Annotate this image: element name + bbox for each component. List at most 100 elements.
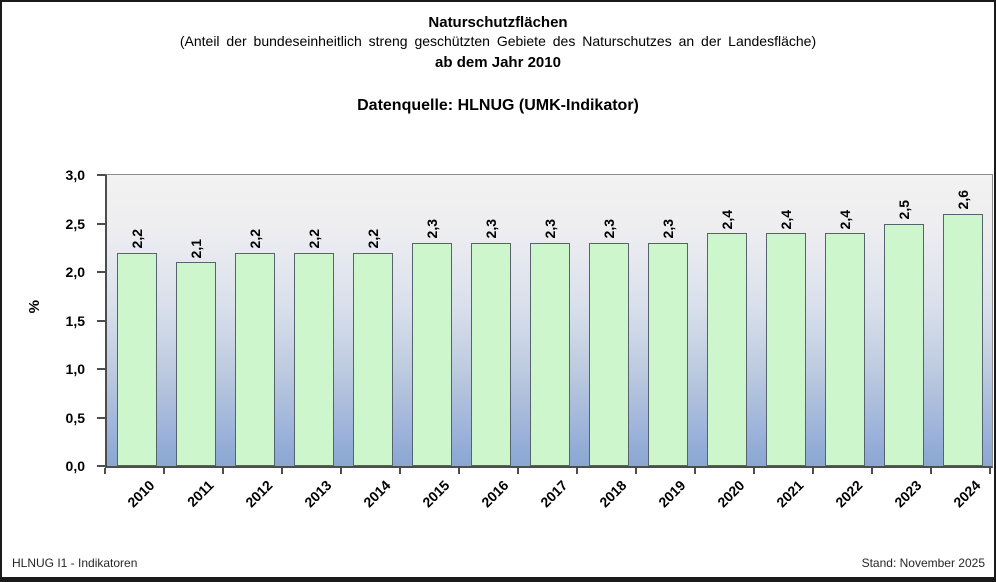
chart-subtitle: (Anteil der bundeseinheitlich streng ges… [179,33,817,49]
bar-value-label-2015: 2,3 [424,219,440,238]
x-category-label-2017: 2017 [537,477,571,511]
bar-2015 [411,242,452,466]
x-axis: 2010 2011 2012 2013 2014 2015 2016 2017 2018 2019… [104,468,993,538]
y-tick-label: 3,0 [65,167,85,183]
x-tick-mark [635,468,637,474]
plot-area: 2,2 2,1 2,2 2,2 2,2 2,3 2,3 2,3 2,3 2,3 2,4 2,4 2,4 2… [105,174,993,468]
x-category-label-2021: 2021 [773,477,807,511]
bar-slot-2011: 2,1 [166,175,225,466]
bar-slot-2019: 2,3 [638,175,697,466]
x-category-label-2014: 2014 [360,477,394,511]
x-category-label-2022: 2022 [832,477,866,511]
chart-title: Naturschutzflächen [428,14,568,31]
bar-value-label-2017: 2,3 [542,219,558,238]
bar-slot-2018: 2,3 [579,175,638,466]
bar-value-text: 2,5 [895,200,912,220]
bar-value-text: 2,2 [246,229,263,249]
y-axis: 0,0 0,5 1,0 1,5 2,0 2,5 3,0 [2,167,105,474]
bar-value-text: 2,1 [187,238,204,259]
bar-value-label-2012: 2,2 [247,229,263,248]
bar-slot-2020: 2,4 [697,175,756,466]
x-category-label-2019: 2019 [655,477,689,511]
chart-subtitle2: ab dem Jahr 2010 [435,54,561,71]
bar-value-text: 2,3 [541,219,558,239]
bar-value-label-2013: 2,2 [306,229,322,248]
bar-value-label-2016: 2,3 [483,219,499,238]
x-tick-mark [930,468,932,474]
x-category-label-2023: 2023 [891,477,925,511]
chart-header: Naturschutzflächen (Anteil der bundesein… [2,13,994,115]
x-tick-mark [989,468,991,474]
y-tick-mark [97,222,105,225]
bar-slot-2010: 2,2 [107,175,166,466]
x-tick-mark [517,468,519,474]
x-tick-mark [281,468,283,474]
x-tick-mark [576,468,578,474]
x-tick-mark [753,468,755,474]
bar-value-text: 2,4 [718,209,735,230]
bar-2011 [175,262,216,466]
bar-2020 [706,233,747,466]
y-tick-mark [97,465,105,467]
bar-value-text: 2,2 [364,229,381,249]
y-tick-label: 0,0 [65,458,85,474]
bar-value-label-2022: 2,4 [837,210,853,229]
bar-2024 [942,213,983,466]
x-category-label-2010: 2010 [124,477,158,511]
bar-value-text: 2,3 [423,219,440,239]
bar-value-label-2018: 2,3 [601,219,617,238]
chart-source: Datenquelle: HLNUG (UMK-Indikator) [357,97,639,114]
bar-value-label-2014: 2,2 [365,229,381,248]
bar-value-text: 2,2 [128,229,145,249]
bar-slot-2023: 2,5 [874,175,933,466]
y-tick-mark [97,416,105,419]
bar-2023 [883,223,924,466]
bar-value-label-2024: 2,6 [955,190,971,209]
bar-value-label-2020: 2,4 [719,210,735,229]
bar-slot-2021: 2,4 [756,175,815,466]
x-category-label-2016: 2016 [478,477,512,511]
bar-slot-2016: 2,3 [461,175,520,466]
y-tick-label: 2,0 [65,264,85,280]
x-tick-mark [163,468,165,474]
y-axis-title: % [26,300,43,314]
y-tick-mark [97,368,105,370]
bar-value-text: 2,6 [954,190,971,210]
bar-2010 [116,252,157,466]
bar-2017 [529,242,570,466]
bar-value-text: 2,3 [600,219,617,239]
bar-value-label-2023: 2,5 [896,200,912,219]
y-tick-label: 1,5 [65,312,85,329]
y-tick-mark [97,319,105,322]
bar-2022 [824,233,865,466]
bar-slot-2014: 2,2 [343,175,402,466]
bar-value-label-2021: 2,4 [778,210,794,229]
bar-2018 [588,242,629,466]
bar-slot-2017: 2,3 [520,175,579,466]
bar-2021 [765,233,806,466]
y-tick-mark [97,271,105,273]
bar-value-text: 2,4 [777,209,794,230]
bar-value-label-2011: 2,1 [188,239,204,258]
x-tick-mark [222,468,224,474]
x-category-label-2015: 2015 [419,477,453,511]
x-tick-mark [812,468,814,474]
x-category-label-2024: 2024 [950,477,984,511]
bar-value-text: 2,4 [836,209,853,230]
x-category-label-2018: 2018 [596,477,630,511]
y-tick-label: 1,0 [65,361,85,377]
x-tick-mark [399,468,401,474]
footer-document-label: HLNUG I1 - Indikatoren [12,556,138,570]
bar-slot-2024: 2,6 [933,175,992,466]
bar-2012 [234,252,275,466]
bar-slot-2013: 2,2 [284,175,343,466]
x-category-label-2020: 2020 [714,477,748,511]
x-category-label-2011: 2011 [184,477,217,510]
bar-slot-2022: 2,4 [815,175,874,466]
bar-value-text: 2,3 [659,219,676,239]
bar-value-text: 2,2 [305,229,322,249]
bar-value-text: 2,3 [482,219,499,239]
x-tick-mark [340,468,342,474]
x-tick-mark [694,468,696,474]
